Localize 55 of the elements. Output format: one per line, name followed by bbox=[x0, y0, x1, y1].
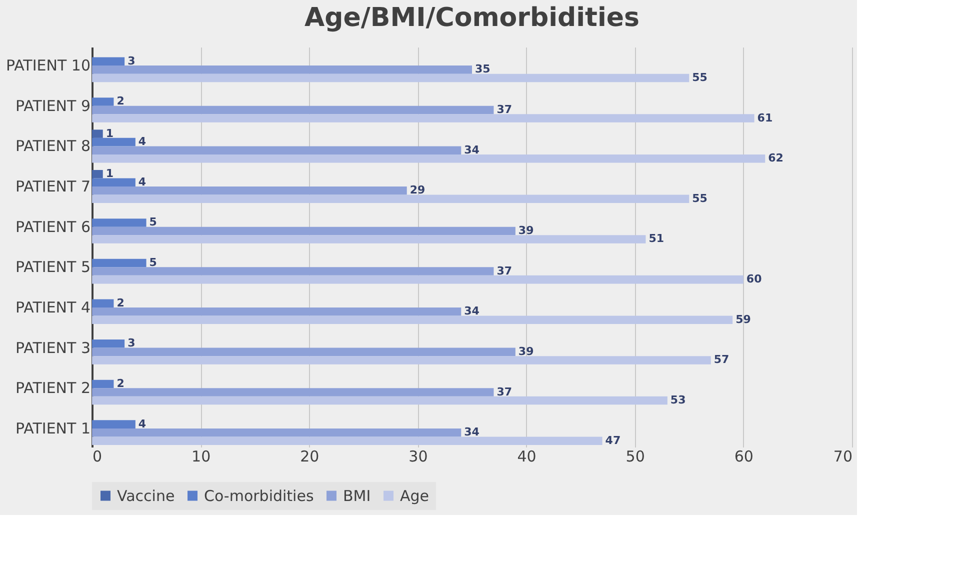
chart-title: Age/BMI/Comorbidities bbox=[304, 3, 640, 33]
data-label: 37 bbox=[496, 385, 512, 398]
y-tick-label: PATIENT 4 bbox=[16, 298, 90, 316]
y-tick-label: PATIENT 1 bbox=[16, 419, 90, 438]
data-label: 4 bbox=[138, 135, 146, 148]
x-tick-label: 70 bbox=[833, 448, 852, 466]
y-tick-label: PATIENT 5 bbox=[16, 258, 90, 276]
data-label: 2 bbox=[116, 296, 124, 310]
data-label: 2 bbox=[116, 94, 124, 108]
y-tick-label: PATIENT 6 bbox=[16, 218, 90, 236]
data-label: 35 bbox=[475, 62, 490, 76]
legend-label: Age bbox=[400, 486, 430, 505]
x-tick-label: 40 bbox=[517, 448, 536, 466]
data-label: 60 bbox=[746, 272, 762, 286]
data-label: 34 bbox=[464, 426, 480, 439]
data-label: 59 bbox=[736, 312, 751, 326]
data-label: 51 bbox=[648, 232, 664, 246]
x-tick-label: 60 bbox=[734, 448, 754, 466]
y-tick-label: PATIENT 8 bbox=[16, 137, 90, 156]
data-label: 55 bbox=[692, 192, 708, 205]
data-label: 2 bbox=[116, 376, 124, 390]
x-tick-label: 50 bbox=[626, 448, 645, 466]
y-tick-label: PATIENT 9 bbox=[16, 96, 90, 115]
x-tick-label: 30 bbox=[408, 448, 428, 466]
y-tick-label: PATIENT 10 bbox=[6, 56, 90, 75]
data-label: 3 bbox=[128, 54, 136, 68]
data-label: 37 bbox=[496, 103, 512, 116]
data-label: 57 bbox=[714, 353, 730, 366]
data-label: 3 bbox=[128, 336, 136, 350]
data-label: 1 bbox=[106, 126, 114, 140]
data-label: 1 bbox=[106, 167, 114, 180]
y-tick-label: PATIENT 7 bbox=[16, 178, 90, 196]
x-tick-label: 0 bbox=[92, 448, 102, 466]
data-label: 4 bbox=[138, 417, 146, 430]
data-label: 47 bbox=[605, 434, 621, 447]
legend-label: Co-morbidities bbox=[204, 486, 314, 505]
data-label: 61 bbox=[757, 111, 773, 124]
data-label: 37 bbox=[496, 264, 512, 278]
data-label: 34 bbox=[464, 143, 480, 156]
y-tick-label: PATIENT 3 bbox=[16, 338, 90, 357]
data-label: 39 bbox=[518, 224, 534, 237]
x-tick-label: 10 bbox=[192, 448, 211, 466]
data-label: 29 bbox=[410, 184, 426, 197]
data-label: 53 bbox=[670, 394, 686, 407]
legend-label: Vaccine bbox=[117, 486, 175, 505]
x-tick-label: 20 bbox=[300, 448, 320, 466]
data-label: 34 bbox=[464, 304, 480, 318]
data-label: 5 bbox=[149, 256, 157, 270]
data-label: 39 bbox=[518, 344, 534, 358]
data-label: 4 bbox=[138, 175, 146, 188]
legend-label: BMI bbox=[343, 486, 371, 505]
y-tick-label: PATIENT 2 bbox=[16, 379, 90, 398]
data-label: 5 bbox=[149, 216, 157, 229]
data-label: 55 bbox=[692, 70, 708, 84]
data-label: 62 bbox=[768, 152, 784, 165]
